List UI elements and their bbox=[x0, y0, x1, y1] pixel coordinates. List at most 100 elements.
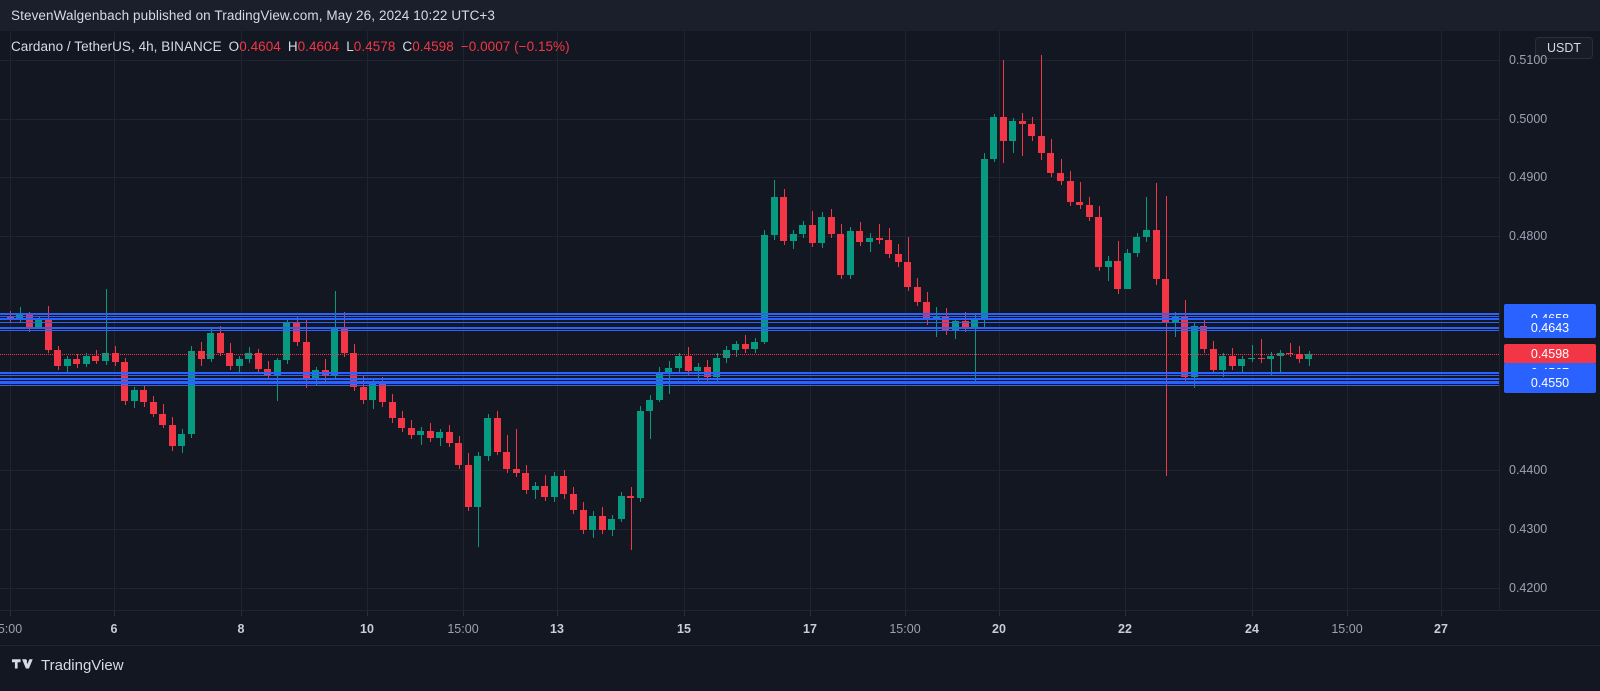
candle-body bbox=[245, 353, 252, 359]
legend-low-label: L bbox=[346, 39, 354, 54]
candle-body bbox=[465, 465, 472, 508]
grid-line-horizontal bbox=[0, 236, 1499, 237]
current-price-line bbox=[0, 354, 1499, 355]
candle-wick bbox=[1175, 311, 1176, 337]
grid-line-horizontal bbox=[0, 60, 1499, 61]
time-axis-tick: 22 bbox=[1118, 622, 1132, 636]
candle-wick bbox=[975, 314, 976, 382]
candle-body bbox=[207, 333, 214, 360]
candle-body bbox=[1114, 260, 1121, 289]
price-axis-tick: 0.4800 bbox=[1509, 229, 1548, 243]
candle-body bbox=[494, 418, 501, 452]
price-level-line-secondary[interactable] bbox=[0, 375, 1499, 376]
candle-body bbox=[350, 352, 357, 387]
price-level-line[interactable] bbox=[0, 378, 1499, 380]
time-axis-mark bbox=[557, 611, 558, 616]
price-axis-tick: 0.4300 bbox=[1509, 522, 1548, 536]
price-axis[interactable]: USDT 0.5100 0.5000 0.4900 0.4800 0.4400 0.430… bbox=[1499, 31, 1600, 645]
candle-body bbox=[1286, 352, 1293, 354]
current-price-badge[interactable]: 0.4598 bbox=[1504, 344, 1596, 364]
chart-plot-area[interactable] bbox=[0, 31, 1499, 614]
legend-open-label: O bbox=[228, 39, 240, 54]
candle-wick bbox=[650, 394, 651, 439]
price-level-line-secondary[interactable] bbox=[0, 385, 1499, 386]
candle-wick bbox=[1271, 351, 1272, 375]
candle-wick bbox=[325, 358, 326, 381]
currency-chip[interactable]: USDT bbox=[1534, 37, 1593, 59]
candle-body bbox=[274, 360, 281, 377]
time-axis-tick: 13 bbox=[550, 622, 564, 636]
candle-body bbox=[761, 235, 768, 342]
candle-body bbox=[618, 496, 625, 520]
time-axis-mark bbox=[367, 611, 368, 616]
candle-wick bbox=[1280, 349, 1281, 374]
footer-bar: TradingView bbox=[0, 645, 1600, 691]
candle-body bbox=[771, 197, 778, 236]
time-axis-tick: 15 bbox=[677, 622, 691, 636]
time-axis[interactable]: 5:00 6 8 10 15:00 13 15 17 15:00 20 22 24 15:00 27 bbox=[0, 610, 1600, 645]
grid-line-horizontal bbox=[0, 470, 1499, 471]
candle-wick bbox=[879, 223, 880, 245]
candle-body bbox=[560, 475, 567, 495]
candle-body bbox=[436, 432, 443, 438]
publisher-bar: StevenWalgenbach published on TradingVie… bbox=[0, 0, 1600, 31]
candle-body bbox=[990, 117, 997, 160]
candle-wick bbox=[669, 361, 670, 394]
price-axis-tick: 0.4200 bbox=[1509, 581, 1548, 595]
grid-line-horizontal bbox=[0, 177, 1499, 178]
price-level-line-secondary[interactable] bbox=[0, 381, 1499, 382]
candle-body bbox=[417, 430, 424, 436]
candle-body bbox=[112, 352, 119, 363]
grid-line-horizontal bbox=[0, 119, 1499, 120]
candle-body bbox=[312, 370, 319, 380]
candle-wick bbox=[1061, 159, 1062, 186]
price-level-line[interactable] bbox=[0, 382, 1499, 384]
candle-body bbox=[790, 233, 797, 242]
candle-body bbox=[484, 418, 491, 457]
candle-wick bbox=[1041, 55, 1042, 160]
price-level-line[interactable] bbox=[0, 327, 1499, 329]
candle-body bbox=[369, 383, 376, 400]
price-level-line-secondary[interactable] bbox=[0, 316, 1499, 317]
candle-body bbox=[942, 316, 949, 331]
candle-body bbox=[637, 411, 644, 498]
candle-body bbox=[331, 328, 338, 376]
candle-body bbox=[1200, 326, 1207, 349]
candle-body bbox=[1305, 354, 1312, 360]
candle-body bbox=[799, 224, 806, 234]
candle-body bbox=[732, 343, 739, 350]
tradingview-logo[interactable]: TradingView bbox=[12, 657, 124, 674]
candle-body bbox=[474, 456, 481, 508]
price-level-line[interactable] bbox=[0, 318, 1499, 320]
price-axis-tick: 0.5000 bbox=[1509, 112, 1548, 126]
candle-body bbox=[1105, 260, 1112, 267]
candle-wick bbox=[1252, 345, 1253, 363]
candle-body bbox=[675, 356, 682, 368]
candle-wick bbox=[1166, 196, 1167, 477]
candle-body bbox=[570, 494, 577, 510]
chart-pane[interactable]: Cardano / TetherUS, 4h, BINANCE O0.4604 H0… bbox=[0, 31, 1600, 645]
price-level-line-secondary[interactable] bbox=[0, 322, 1499, 323]
candle-body bbox=[1124, 253, 1131, 289]
price-level-line-secondary[interactable] bbox=[0, 330, 1499, 331]
time-axis-tick: 6 bbox=[110, 622, 118, 636]
time-axis-tick: 15:00 bbox=[1331, 622, 1363, 636]
candle-wick bbox=[535, 482, 536, 500]
grid-line-horizontal bbox=[0, 588, 1499, 589]
legend-symbol[interactable]: Cardano / TetherUS, 4h, BINANCE bbox=[11, 39, 222, 54]
candle-body bbox=[522, 472, 529, 491]
candle-body bbox=[140, 389, 147, 403]
candle-body bbox=[217, 333, 224, 353]
candle-body bbox=[1057, 172, 1064, 181]
candle-body bbox=[283, 323, 290, 361]
level-price-badge[interactable]: 0.4643 bbox=[1504, 318, 1596, 338]
time-axis-mark bbox=[1252, 611, 1253, 616]
candle-body bbox=[1067, 180, 1074, 203]
candle-body bbox=[83, 355, 90, 365]
time-axis-tick: 5:00 bbox=[0, 622, 23, 636]
price-level-line[interactable] bbox=[0, 313, 1499, 315]
level-price-badge[interactable]: 0.4550 bbox=[1504, 373, 1596, 393]
price-level-line[interactable] bbox=[0, 372, 1499, 374]
time-axis-mark bbox=[10, 611, 11, 616]
